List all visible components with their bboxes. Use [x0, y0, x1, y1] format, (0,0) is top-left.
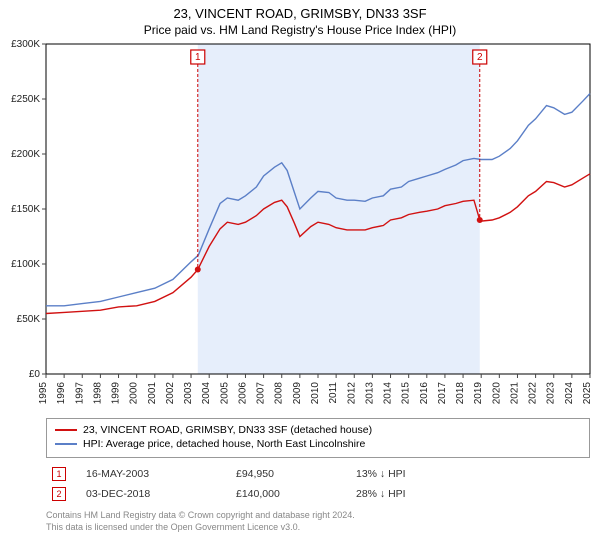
chart-footer-block: 23, VINCENT ROAD, GRIMSBY, DN33 3SF (det…: [46, 418, 590, 534]
y-tick-label: £150K: [11, 204, 40, 215]
sale-marker-dot: [477, 217, 483, 223]
attribution-line-1: Contains HM Land Registry data © Crown c…: [46, 510, 355, 520]
x-tick-label: 2003: [183, 382, 194, 405]
x-tick-label: 2018: [455, 382, 466, 405]
x-tick-label: 2007: [256, 382, 267, 405]
x-tick-label: 2017: [437, 382, 448, 405]
x-tick-label: 2022: [528, 382, 539, 405]
sale-marker-box-icon: 2: [52, 487, 66, 501]
x-tick-label: 2000: [129, 382, 140, 405]
sale-marker-dot: [195, 267, 201, 273]
y-tick-label: £100K: [11, 259, 40, 270]
x-tick-label: 2014: [383, 382, 394, 405]
row-price: £140,000: [236, 488, 356, 500]
x-tick-label: 2024: [564, 382, 575, 405]
x-tick-label: 2002: [165, 382, 176, 405]
y-tick-label: £0: [29, 369, 41, 380]
x-tick-label: 2019: [473, 382, 484, 405]
x-tick-label: 2012: [346, 382, 357, 405]
sale-marker-num: 2: [477, 52, 483, 63]
chart-container: 23, VINCENT ROAD, GRIMSBY, DN33 3SF Pric…: [0, 0, 600, 560]
y-tick-label: £300K: [11, 39, 40, 50]
y-tick-label: £200K: [11, 149, 40, 160]
row-pct: 28% ↓ HPI: [356, 488, 476, 500]
x-tick-label: 2010: [310, 382, 321, 405]
x-tick-label: 2023: [546, 382, 557, 405]
attribution: Contains HM Land Registry data © Crown c…: [46, 504, 590, 533]
y-tick-label: £250K: [11, 94, 40, 105]
x-tick-label: 1999: [111, 382, 122, 405]
attribution-line-2: This data is licensed under the Open Gov…: [46, 522, 300, 532]
row-date: 03-DEC-2018: [86, 488, 236, 500]
x-tick-label: 2011: [328, 382, 339, 404]
table-row: 1 16-MAY-2003£94,95013% ↓ HPI: [46, 464, 590, 484]
x-tick-label: 2021: [509, 382, 520, 405]
row-price: £94,950: [236, 468, 356, 480]
table-row: 2 03-DEC-2018£140,00028% ↓ HPI: [46, 484, 590, 504]
legend-swatch: [55, 443, 77, 445]
sales-table: 1 16-MAY-2003£94,95013% ↓ HPI 2 03-DEC-2018…: [46, 458, 590, 504]
x-tick-label: 2005: [219, 382, 230, 405]
x-tick-label: 1998: [92, 382, 103, 405]
row-pct: 13% ↓ HPI: [356, 468, 476, 480]
x-tick-label: 2001: [147, 382, 158, 405]
y-tick-label: £50K: [17, 314, 41, 325]
x-tick-label: 2004: [201, 382, 212, 405]
x-tick-label: 2009: [292, 382, 303, 405]
legend-item: 23, VINCENT ROAD, GRIMSBY, DN33 3SF (det…: [55, 423, 581, 437]
legend: 23, VINCENT ROAD, GRIMSBY, DN33 3SF (det…: [46, 418, 590, 458]
x-tick-label: 2020: [491, 382, 502, 405]
row-marker: 1: [46, 467, 86, 481]
x-tick-label: 2015: [401, 382, 412, 405]
x-tick-label: 1995: [38, 382, 49, 405]
x-tick-label: 2016: [419, 382, 430, 405]
chart-plot: £0 £50K £100K £150K £200K £250K £300K 1995 1996 1…: [0, 0, 600, 414]
sale-marker-num: 1: [195, 52, 201, 63]
row-marker: 2: [46, 487, 86, 501]
x-tick-label: 2013: [364, 382, 375, 405]
row-date: 16-MAY-2003: [86, 468, 236, 480]
x-tick-label: 2006: [237, 382, 248, 405]
sale-marker-box-icon: 1: [52, 467, 66, 481]
x-tick-label: 1996: [56, 382, 67, 405]
legend-swatch: [55, 429, 77, 431]
legend-label: 23, VINCENT ROAD, GRIMSBY, DN33 3SF (det…: [83, 423, 372, 437]
x-tick-label: 2025: [582, 382, 593, 405]
legend-item: HPI: Average price, detached house, Nort…: [55, 437, 581, 451]
x-tick-label: 1997: [74, 382, 85, 405]
x-tick-label: 2008: [274, 382, 285, 405]
legend-label: HPI: Average price, detached house, Nort…: [83, 437, 365, 451]
